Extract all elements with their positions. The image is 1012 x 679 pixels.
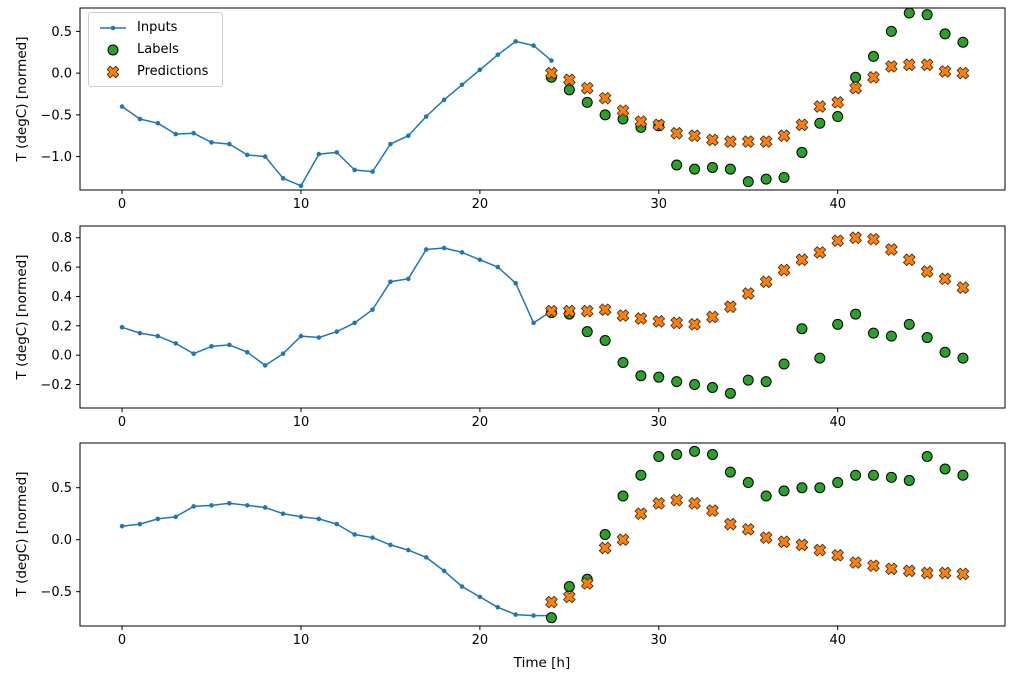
- x-tick-label: 30: [651, 633, 668, 648]
- x-tick-label: 0: [118, 197, 126, 212]
- y-tick-label: −0.5: [40, 108, 72, 123]
- legend-item-inputs: Inputs: [98, 20, 208, 35]
- y-tick-label: 0.0: [51, 67, 72, 82]
- x-tick-label: 10: [293, 197, 310, 212]
- x-tick-label: 10: [293, 633, 310, 648]
- series-inputs: [119, 39, 554, 189]
- x-tick-label: 40: [829, 633, 846, 648]
- subplot-0: 0 10 20 30 40 −1.0 −0.5 0.0 0.5: [40, 7, 1006, 212]
- series-labels: [545, 307, 969, 399]
- legend-item-predictions: Predictions: [98, 64, 208, 79]
- ylabel-subplot-1: T (degC) [normed]: [14, 254, 30, 380]
- legend-label-inputs: Inputs: [137, 20, 178, 35]
- xlabel: Time [h]: [513, 655, 571, 671]
- y-tick-label: −0.5: [40, 585, 72, 600]
- legend-label-predictions: Predictions: [137, 64, 209, 79]
- legend-label-labels: Labels: [137, 42, 179, 57]
- y-tick-label: −0.2: [40, 378, 72, 393]
- x-tick-label: 10: [293, 415, 310, 430]
- subplot-2: 0 10 20 30 40 −0.5 0.0 0.5: [40, 442, 1006, 648]
- series-labels: [545, 7, 969, 188]
- legend: Inputs Labels Predictions: [88, 12, 224, 87]
- y-tick-label: 0.0: [51, 533, 72, 548]
- x-axis-ticks: 0 10 20 30 40: [118, 408, 846, 430]
- series-predictions: [545, 231, 970, 331]
- x-tick-label: 30: [651, 415, 668, 430]
- x-tick-label: 40: [829, 415, 846, 430]
- x-tick-label: 0: [118, 415, 126, 430]
- y-tick-label: 0.6: [51, 261, 72, 276]
- y-axis-ticks: −1.0 −0.5 0.0 0.5: [40, 25, 80, 165]
- x-tick-label: 20: [472, 415, 489, 430]
- series-predictions: [545, 58, 970, 148]
- series-inputs: [119, 245, 554, 368]
- y-tick-label: 0.8: [51, 231, 72, 246]
- labels-circle-icon: [98, 43, 128, 57]
- y-axis-ticks: −0.2 0.0 0.2 0.4 0.6 0.8: [40, 231, 80, 393]
- x-tick-label: 20: [472, 633, 489, 648]
- y-tick-label: 0.4: [51, 290, 72, 305]
- y-tick-label: −1.0: [40, 150, 72, 165]
- y-tick-label: 0.0: [51, 349, 72, 364]
- legend-item-labels: Labels: [98, 42, 208, 57]
- series-predictions: [545, 493, 970, 609]
- x-axis-ticks: 0 10 20 30 40: [118, 190, 846, 212]
- predictions-x-icon: [98, 65, 128, 79]
- x-axis-ticks: 0 10 20 30 40: [118, 626, 846, 648]
- x-tick-label: 0: [118, 633, 126, 648]
- x-tick-label: 30: [651, 197, 668, 212]
- ylabel-subplot-2: T (degC) [normed]: [14, 471, 30, 597]
- y-axis-ticks: −0.5 0.0 0.5: [40, 481, 80, 600]
- series-labels: [545, 445, 969, 624]
- x-tick-label: 20: [472, 197, 489, 212]
- x-tick-label: 40: [829, 197, 846, 212]
- y-tick-label: 0.5: [51, 25, 72, 40]
- inputs-line-icon: [98, 21, 128, 35]
- y-tick-label: 0.2: [51, 319, 72, 334]
- y-tick-label: 0.5: [51, 481, 72, 496]
- ylabel-subplot-0: T (degC) [normed]: [14, 36, 30, 162]
- series-inputs: [119, 501, 554, 618]
- subplot-1: 0 10 20 30 40 −0.2 0.0 0.2 0.4 0.6 0.8: [40, 225, 1006, 430]
